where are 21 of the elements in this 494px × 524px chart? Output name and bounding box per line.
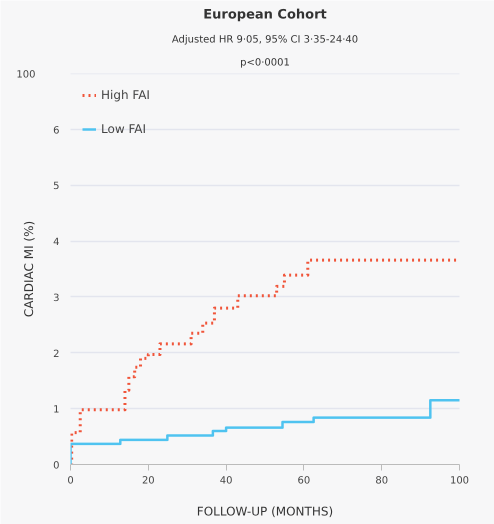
y-tick-label: 4 — [53, 237, 60, 248]
y-tick-label: 0 — [53, 460, 60, 472]
y-tick-label: 5 — [53, 181, 60, 192]
y-tick-label: 3 — [53, 292, 60, 304]
text: p<0·0001 — [240, 58, 290, 68]
x-tick-label: 20 — [142, 476, 155, 486]
x-tick-label: 80 — [375, 476, 388, 486]
text: 100 — [16, 70, 36, 80]
x-tick-label: 40 — [220, 476, 232, 486]
legend-label: High FAI — [101, 88, 150, 102]
x-tick-label: 100 — [450, 476, 470, 486]
x-tick-label: 60 — [298, 476, 310, 486]
y-tick-label: 1 — [53, 404, 60, 416]
legend-label: Low FAI — [101, 122, 146, 136]
chart-title: European Cohort — [203, 8, 327, 22]
y-tick-label: 2 — [53, 348, 60, 360]
x-tick-label: 0 — [67, 476, 74, 486]
x-axis-title: FOLLOW-UP (MONTHS) — [196, 504, 334, 518]
y-tick-label: 6 — [53, 125, 60, 136]
chart-subtitle: Adjusted HR 9·05, 95% CI 3·35-24·40 — [172, 34, 358, 46]
y-axis-title: CARDIAC MI (%) — [22, 220, 36, 318]
